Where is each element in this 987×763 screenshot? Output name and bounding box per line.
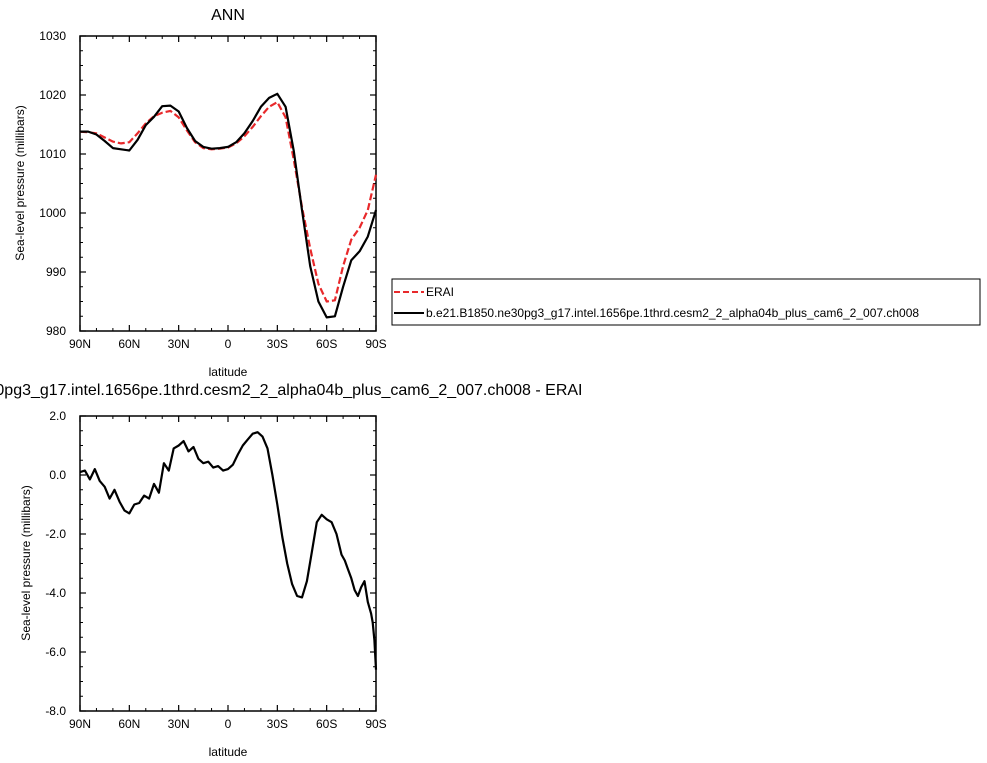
bottom-y-axis-title: Sea-level pressure (millibars) — [19, 485, 33, 640]
top-y-axis: 980 990 1000 1010 1020 1030 — [39, 29, 376, 338]
x-tick-label: 0 — [225, 337, 232, 351]
bottom-series-lines — [79, 431, 378, 670]
y-tick-label: -6.0 — [45, 645, 66, 659]
y-tick-label: 980 — [46, 324, 66, 338]
top-panel: ANN 90N 60N 30N 0 30S 60S 90S 980 990 1000 1010 10… — [13, 7, 387, 379]
y-tick-label: -2.0 — [45, 527, 66, 541]
y-tick-label: -8.0 — [45, 704, 66, 718]
legend-box — [391, 278, 981, 326]
bottom-plot-frame — [79, 415, 377, 712]
y-tick-label: 1030 — [39, 29, 66, 43]
legend: ERAI b.e21.B1850.ne30pg3_g17.intel.1656p… — [391, 278, 981, 326]
y-tick-label: 1010 — [39, 147, 66, 161]
series-line-0 — [79, 100, 378, 303]
series-line-0 — [79, 431, 378, 670]
y-tick-label: 1020 — [39, 88, 66, 102]
x-tick-label: 90N — [69, 337, 91, 351]
x-tick-label: 30N — [168, 717, 190, 731]
bottom-y-axis: -8.0 -6.0 -4.0 -2.0 0.0 2.0 — [45, 409, 376, 718]
x-tick-label: 60N — [118, 337, 140, 351]
top-x-axis: 90N 60N 30N 0 30S 60S 90S — [69, 36, 387, 351]
x-tick-label: 0 — [225, 717, 232, 731]
top-x-axis-title: latitude — [209, 365, 248, 379]
legend-label-erai: ERAI — [426, 285, 454, 299]
bottom-x-axis: 90N 60N 30N 0 30S 60S 90S — [69, 416, 387, 731]
x-tick-label: 30S — [267, 717, 288, 731]
y-tick-label: 0.0 — [49, 468, 66, 482]
top-plot-frame — [79, 35, 377, 332]
bottom-panel: b.e21.B1850.ne30pg3_g17.intel.1656pe.1th… — [0, 382, 583, 759]
top-series-lines — [79, 92, 378, 319]
y-tick-label: 990 — [46, 265, 66, 279]
x-tick-label: 60S — [316, 717, 337, 731]
bottom-chart-title: b.e21.B1850.ne30pg3_g17.intel.1656pe.1th… — [0, 382, 583, 399]
y-tick-label: 2.0 — [49, 409, 66, 423]
x-tick-label: 90N — [69, 717, 91, 731]
y-tick-label: 1000 — [39, 206, 66, 220]
top-chart-title: ANN — [211, 7, 245, 24]
legend-label-model: b.e21.B1850.ne30pg3_g17.intel.1656pe.1th… — [426, 306, 919, 320]
x-tick-label: 90S — [365, 337, 386, 351]
series-line-1 — [80, 92, 378, 319]
x-tick-label: 90S — [365, 717, 386, 731]
top-y-axis-title: Sea-level pressure (millibars) — [13, 105, 27, 260]
x-tick-label: 30N — [168, 337, 190, 351]
x-tick-label: 60N — [118, 717, 140, 731]
bottom-x-axis-title: latitude — [209, 745, 248, 759]
y-tick-label: -4.0 — [45, 586, 66, 600]
x-tick-label: 60S — [316, 337, 337, 351]
x-tick-label: 30S — [267, 337, 288, 351]
